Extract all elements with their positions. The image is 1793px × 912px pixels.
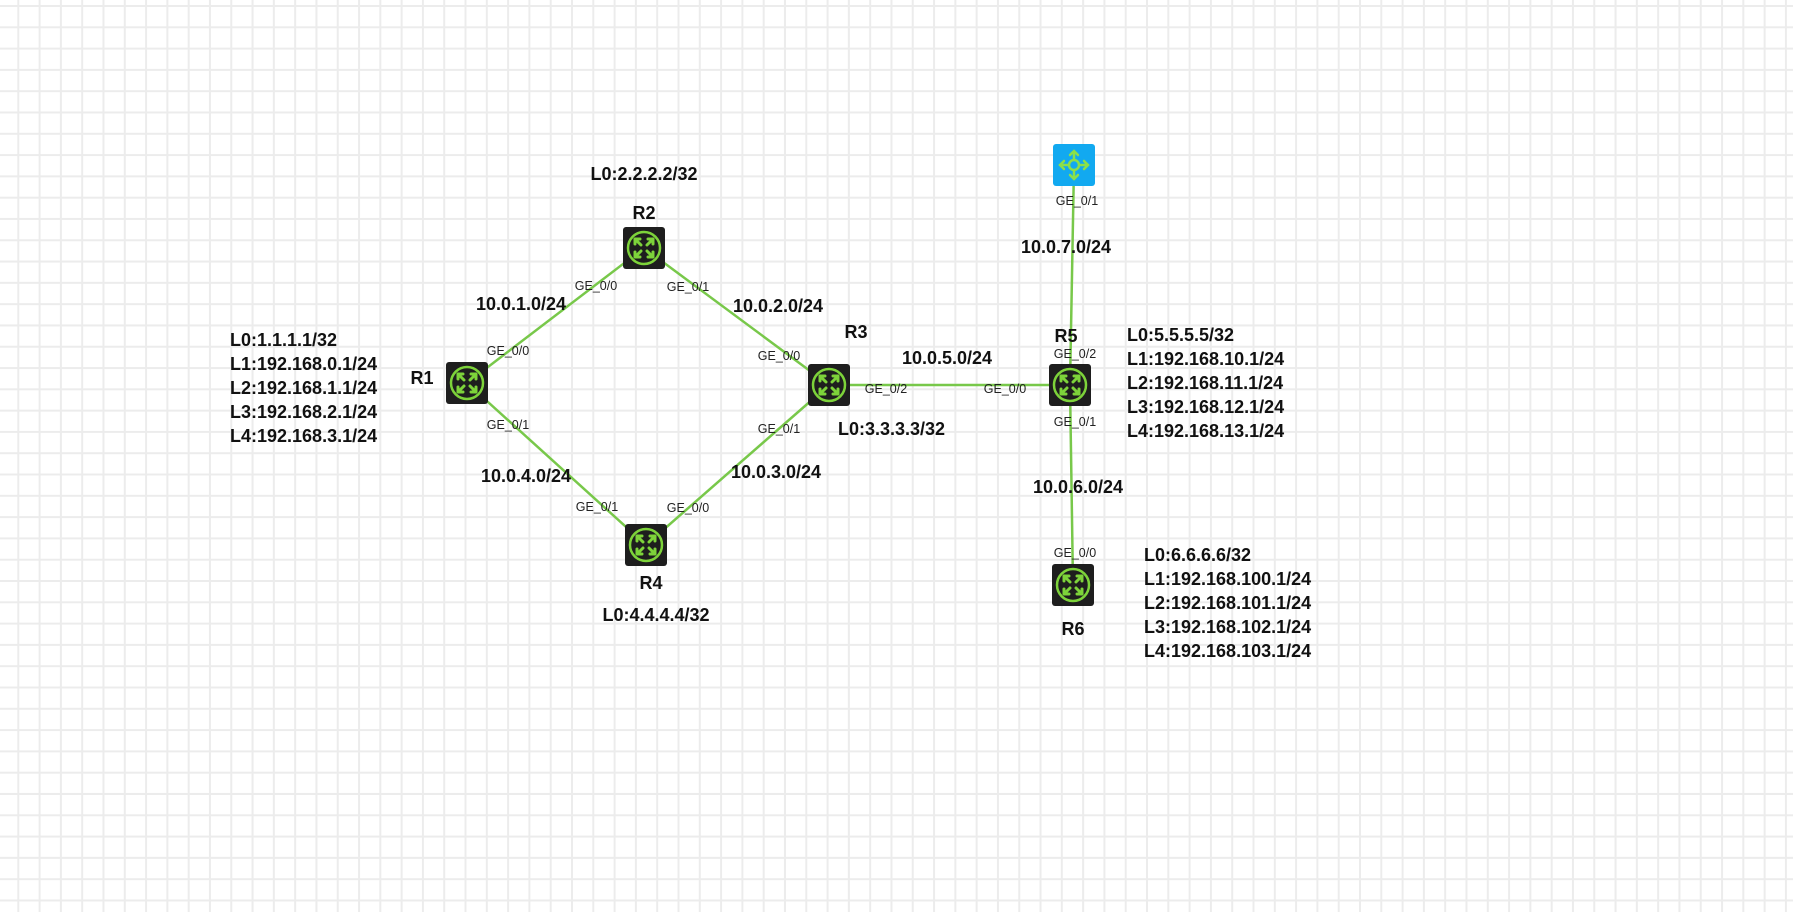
subnet-r1-r2: 10.0.1.0/24	[476, 294, 566, 314]
subnet-r3-r5: 10.0.5.0/24	[902, 348, 992, 368]
port-label: GE_0/2	[865, 382, 907, 396]
link-r1-r2[interactable]	[466, 247, 645, 384]
r5-loopback: L1:192.168.10.1/24	[1127, 349, 1284, 369]
r5-loopback: L3:192.168.12.1/24	[1127, 397, 1284, 417]
router-r2-icon[interactable]	[621, 225, 667, 271]
port-label: GE_0/1	[487, 418, 529, 432]
r3-name: R3	[844, 322, 867, 342]
link-r1-r4[interactable]	[466, 382, 647, 546]
link-r5-r6[interactable]	[1068, 384, 1075, 586]
r2-name: R2	[632, 203, 655, 223]
port-label: GE_0/1	[1056, 194, 1098, 208]
r6-loopback: L0:6.6.6.6/32	[1144, 545, 1251, 565]
r6-loopback: L1:192.168.100.1/24	[1144, 569, 1311, 589]
port-label: GE_0/1	[576, 500, 618, 514]
l3-switch-icon[interactable]	[1053, 144, 1095, 186]
link-r2-r3[interactable]	[643, 246, 830, 387]
r6-loopbacks: L0:6.6.6.6/32 L1:192.168.100.1/24 L2:192…	[1144, 545, 1311, 661]
port-label: GE_0/0	[575, 279, 617, 293]
router-r4-icon[interactable]	[623, 522, 669, 568]
subnet-r2-r3: 10.0.2.0/24	[733, 296, 823, 316]
router-r3-icon[interactable]	[806, 362, 852, 408]
r6-loopback: L4:192.168.103.1/24	[1144, 641, 1311, 661]
port-label: GE_0/2	[1054, 347, 1096, 361]
r1-loopbacks: L0:1.1.1.1/32 L1:192.168.0.1/24 L2:192.1…	[230, 330, 377, 446]
r1-loopback: L0:1.1.1.1/32	[230, 330, 337, 350]
r6-loopback: L2:192.168.101.1/24	[1144, 593, 1311, 613]
port-label: GE_0/1	[667, 280, 709, 294]
port-label: GE_0/0	[984, 382, 1026, 396]
r1-loopback: L3:192.168.2.1/24	[230, 402, 377, 422]
r6-loopback: L3:192.168.102.1/24	[1144, 617, 1311, 637]
r5-loopback: L4:192.168.13.1/24	[1127, 421, 1284, 441]
r1-loopback: L4:192.168.3.1/24	[230, 426, 377, 446]
r1-name: R1	[410, 368, 433, 388]
r6-name: R6	[1061, 619, 1084, 639]
r5-loopback: L0:5.5.5.5/32	[1127, 325, 1234, 345]
port-label: GE_0/0	[667, 501, 709, 515]
port-label: GE_0/0	[1054, 546, 1096, 560]
port-label: GE_0/0	[758, 349, 800, 363]
port-label: GE_0/0	[487, 344, 529, 358]
r5-loopbacks: L0:5.5.5.5/32 L1:192.168.10.1/24 L2:192.…	[1127, 325, 1284, 441]
port-label: GE_0/1	[758, 422, 800, 436]
link-r4-r3[interactable]	[645, 384, 830, 546]
r1-loopback: L2:192.168.1.1/24	[230, 378, 377, 398]
router-r5-icon[interactable]	[1047, 362, 1093, 408]
subnet-r1-r4: 10.0.4.0/24	[481, 466, 571, 486]
r4-loopback: L0:4.4.4.4/32	[602, 605, 709, 625]
r5-loopback: L2:192.168.11.1/24	[1127, 373, 1283, 393]
router-r1-icon[interactable]	[444, 360, 490, 406]
r3-loopback: L0:3.3.3.3/32	[838, 419, 945, 439]
subnet-sw-r5: 10.0.7.0/24	[1021, 237, 1111, 257]
r2-loopback: L0:2.2.2.2/32	[590, 164, 697, 184]
r4-name: R4	[639, 573, 662, 593]
subnet-r4-r3: 10.0.3.0/24	[731, 462, 821, 482]
link-sw-r5[interactable]	[1068, 164, 1076, 386]
port-label: GE_0/1	[1054, 415, 1096, 429]
router-r6-icon[interactable]	[1050, 562, 1096, 608]
r5-name: R5	[1054, 326, 1077, 346]
r1-loopback: L1:192.168.0.1/24	[230, 354, 377, 374]
subnet-r5-r6: 10.0.6.0/24	[1033, 477, 1123, 497]
